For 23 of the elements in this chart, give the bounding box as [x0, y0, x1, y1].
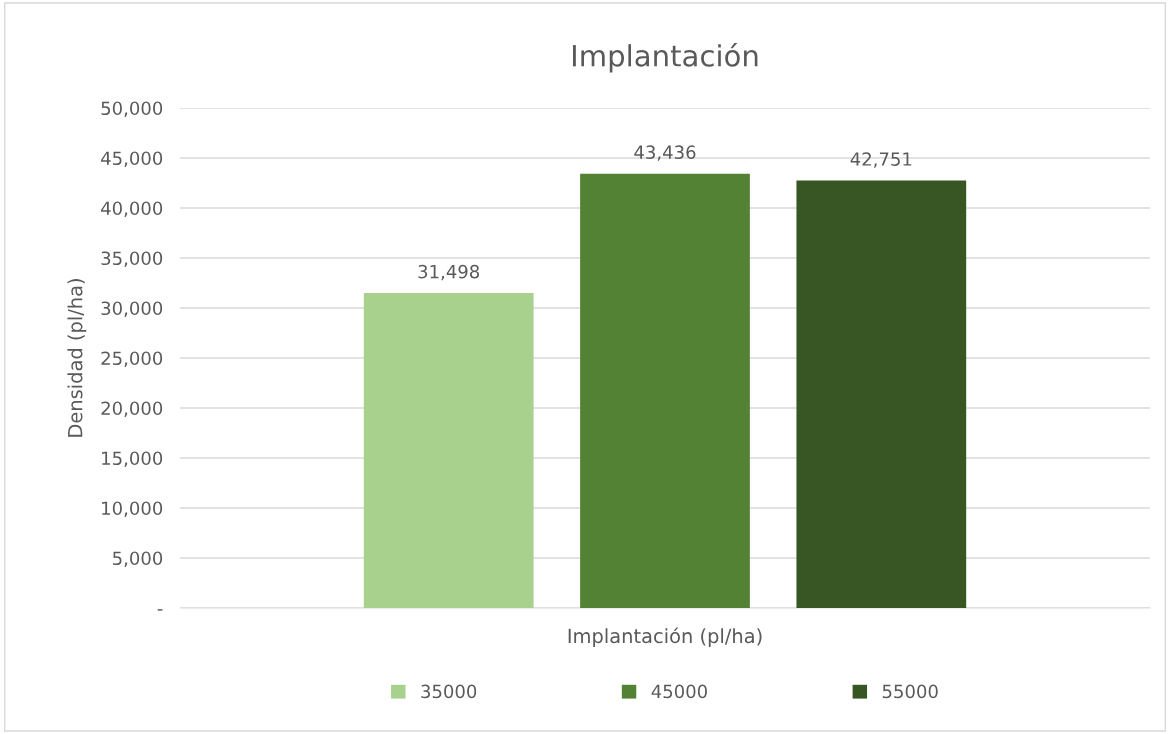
bar	[363, 293, 534, 608]
y-tick-label: 50,000	[101, 101, 163, 117]
y-tick-label: 25,000	[101, 351, 163, 367]
legend-label: 45000	[651, 684, 707, 699]
y-tick-label: 15,000	[102, 451, 163, 467]
y-tick-label: 35,000	[101, 251, 163, 267]
y-tick-label: 10,000	[102, 501, 163, 517]
legend-label: 35000	[421, 684, 477, 699]
bar	[580, 173, 750, 608]
y-tick-label: -	[157, 609, 163, 611]
y-tick-label: 20,000	[101, 401, 163, 417]
data-label: 43,436	[634, 145, 696, 161]
chart-title: Implantación	[572, 43, 758, 73]
y-tick-label: 45,000	[101, 151, 163, 167]
bar	[796, 180, 967, 608]
y-axis-title: Densidad (pl/ha)	[67, 279, 87, 437]
y-tick-label: 5,000	[113, 551, 163, 567]
x-axis-title: Implantación (pl/ha)	[568, 627, 762, 648]
y-tick-label: 40,000	[101, 201, 163, 217]
y-tick-label: 30,000	[101, 301, 163, 317]
data-label: 31,498	[418, 264, 480, 281]
legend-label: 55000	[882, 684, 938, 699]
data-label: 42,751	[850, 152, 912, 168]
